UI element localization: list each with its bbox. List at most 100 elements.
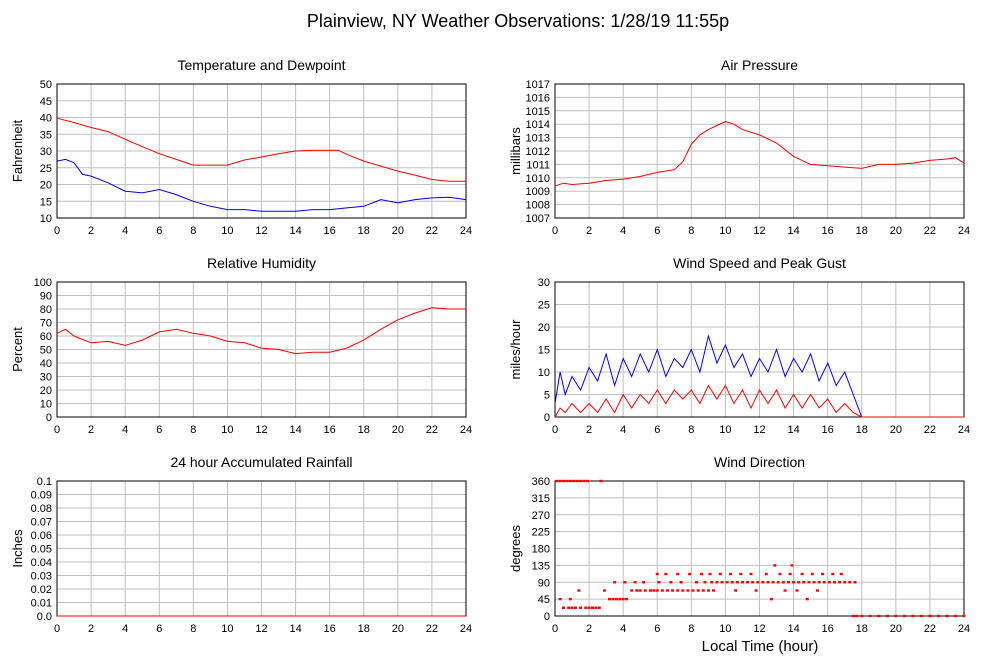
pressure-series-line-0 bbox=[554, 120, 965, 187]
pressure-y-axis-label: millibars bbox=[508, 127, 523, 175]
direction-chart-title: Wind Direction bbox=[714, 454, 805, 470]
rain-x-tick-label: 22 bbox=[426, 623, 438, 635]
direction-data-point bbox=[832, 581, 836, 584]
direction-data-point bbox=[625, 597, 629, 601]
direction-data-point bbox=[751, 581, 755, 584]
direction-plot-frame bbox=[554, 480, 965, 617]
wind-x-tick-label: 14 bbox=[787, 424, 799, 436]
direction-data-point bbox=[831, 572, 835, 576]
direction-data-point bbox=[902, 614, 906, 618]
direction-data-point bbox=[671, 589, 675, 592]
direction-data-point bbox=[853, 581, 857, 584]
direction-data-point bbox=[681, 589, 685, 592]
wind-x-tick-label: 20 bbox=[890, 424, 902, 436]
direction-data-point bbox=[710, 581, 714, 584]
humidity-y-tick-label: 0 bbox=[46, 412, 52, 424]
direction-data-point bbox=[855, 614, 859, 618]
wind-x-tick-label: 12 bbox=[753, 424, 765, 436]
direction-data-point bbox=[638, 589, 642, 592]
direction-data-point bbox=[568, 597, 572, 601]
direction-data-point bbox=[877, 614, 881, 618]
direction-data-point bbox=[608, 597, 612, 601]
temp-series-line-1 bbox=[56, 158, 467, 212]
direction-data-point bbox=[735, 581, 739, 584]
direction-y-tick-label: 270 bbox=[532, 510, 550, 522]
pressure-plot-frame bbox=[554, 83, 965, 219]
pressure-x-tick-label: 10 bbox=[719, 225, 731, 237]
rain-y-tick-label: 0.05 bbox=[31, 544, 52, 556]
humidity-x-tick-label: 4 bbox=[122, 424, 128, 436]
temp-y-tick-label: 35 bbox=[40, 129, 52, 141]
direction-x-tick-label: 12 bbox=[753, 623, 765, 635]
temp-x-tick-label: 12 bbox=[255, 225, 267, 237]
direction-data-point bbox=[739, 572, 743, 576]
direction-data-point bbox=[766, 581, 770, 584]
direction-data-point bbox=[643, 589, 647, 592]
direction-data-point bbox=[911, 614, 915, 618]
direction-data-point bbox=[621, 597, 625, 601]
direction-data-point bbox=[749, 572, 753, 576]
wind-y-tick-label: 15 bbox=[538, 345, 550, 357]
temp-x-tick-label: 10 bbox=[221, 225, 233, 237]
direction-data-point bbox=[587, 606, 591, 609]
rain-x-tick-label: 6 bbox=[156, 623, 162, 635]
humidity-y-tick-label: 60 bbox=[40, 331, 52, 343]
direction-data-point bbox=[599, 479, 603, 483]
humidity-x-tick-label: 6 bbox=[156, 424, 162, 436]
direction-data-point bbox=[848, 581, 852, 584]
wind-y-tick-label: 30 bbox=[538, 277, 550, 289]
direction-x-tick-label: 22 bbox=[924, 623, 936, 635]
rain-x-tick-label: 18 bbox=[358, 623, 370, 635]
direction-data-point bbox=[676, 589, 680, 592]
direction-data-point bbox=[868, 614, 872, 618]
direction-data-point bbox=[740, 581, 744, 584]
pressure-x-tick-label: 16 bbox=[822, 225, 834, 237]
direction-data-point bbox=[669, 581, 673, 584]
direction-data-point bbox=[594, 606, 598, 609]
rain-x-tick-label: 0 bbox=[54, 623, 60, 635]
humidity-x-tick-label: 10 bbox=[221, 424, 233, 436]
direction-data-point bbox=[838, 581, 842, 584]
direction-data-point bbox=[657, 581, 661, 584]
humidity-series-line-0 bbox=[56, 307, 466, 355]
rain-y-tick-label: 0.09 bbox=[31, 490, 52, 502]
humidity-x-tick-label: 20 bbox=[392, 424, 404, 436]
wind-series-line-1 bbox=[554, 384, 964, 418]
temp-y-tick-label: 25 bbox=[40, 163, 52, 175]
direction-data-point bbox=[764, 572, 768, 576]
wind-x-tick-label: 0 bbox=[552, 424, 558, 436]
rain-y-tick-label: 0.1 bbox=[37, 476, 52, 488]
direction-data-point bbox=[781, 581, 785, 584]
wind-x-tick-label: 10 bbox=[719, 424, 731, 436]
direction-data-point bbox=[821, 572, 825, 576]
temp-x-tick-label: 8 bbox=[190, 225, 196, 237]
direction-data-point bbox=[761, 581, 765, 584]
direction-y-tick-label: 135 bbox=[532, 560, 550, 572]
direction-data-point bbox=[562, 479, 566, 483]
direction-data-point bbox=[558, 479, 562, 483]
rain-y-tick-label: 0.03 bbox=[31, 571, 52, 583]
wind-x-tick-label: 22 bbox=[924, 424, 936, 436]
pressure-y-tick-label: 1011 bbox=[526, 159, 550, 171]
direction-data-point bbox=[691, 589, 695, 592]
direction-data-point bbox=[700, 572, 704, 576]
wind-y-tick-label: 0 bbox=[544, 412, 550, 424]
direction-data-point bbox=[582, 479, 586, 483]
direction-y-tick-label: 180 bbox=[532, 544, 550, 556]
direction-data-point bbox=[665, 589, 669, 592]
humidity-x-tick-label: 12 bbox=[255, 424, 267, 436]
direction-data-point bbox=[919, 614, 923, 618]
pressure-x-tick-label: 0 bbox=[552, 225, 558, 237]
rain-x-tick-label: 10 bbox=[221, 623, 233, 635]
rain-x-tick-label: 16 bbox=[324, 623, 336, 635]
direction-data-point bbox=[648, 589, 652, 592]
direction-data-point bbox=[618, 597, 622, 601]
direction-data-point bbox=[953, 614, 957, 618]
rain-chart-title: 24 hour Accumulated Rainfall bbox=[170, 454, 352, 470]
direction-x-tick-label: 8 bbox=[688, 623, 694, 635]
rain-x-tick-label: 20 bbox=[392, 623, 404, 635]
rain-y-tick-label: 0.06 bbox=[31, 530, 52, 542]
pressure-y-tick-label: 1016 bbox=[526, 92, 550, 104]
